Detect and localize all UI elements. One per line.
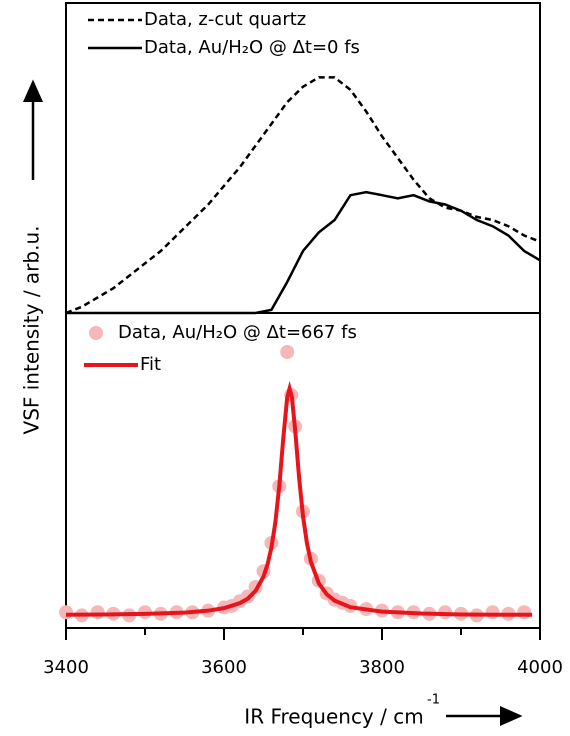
x-tick-label: 3600 xyxy=(201,657,247,678)
legend-label: Data, Au/H₂O @ Δt=0 fs xyxy=(144,37,360,58)
legend-label: Data, Au/H₂O @ Δt=667 fs xyxy=(118,322,357,343)
x-axis-label-superscript: -1 xyxy=(427,693,440,708)
data-point xyxy=(90,605,105,620)
data-point xyxy=(485,605,500,620)
plot-frame xyxy=(65,312,541,629)
data-point xyxy=(59,605,73,620)
x-tick-label: 3400 xyxy=(43,657,89,678)
legend-label: Data, z-cut quartz xyxy=(144,9,306,30)
legend-label: Fit xyxy=(140,354,161,375)
data-point xyxy=(280,345,295,360)
x-axis-label: IR Frequency / cm xyxy=(244,705,423,729)
data-line xyxy=(66,190,541,315)
data-point xyxy=(517,605,532,620)
legend-marker xyxy=(89,326,103,340)
data-line xyxy=(65,380,533,617)
data-line xyxy=(65,76,541,315)
y-axis-label: VSF intensity / arb.u. xyxy=(20,226,44,435)
x-tick-label: 4000 xyxy=(517,657,563,678)
x-tick-label: 3800 xyxy=(359,657,405,678)
